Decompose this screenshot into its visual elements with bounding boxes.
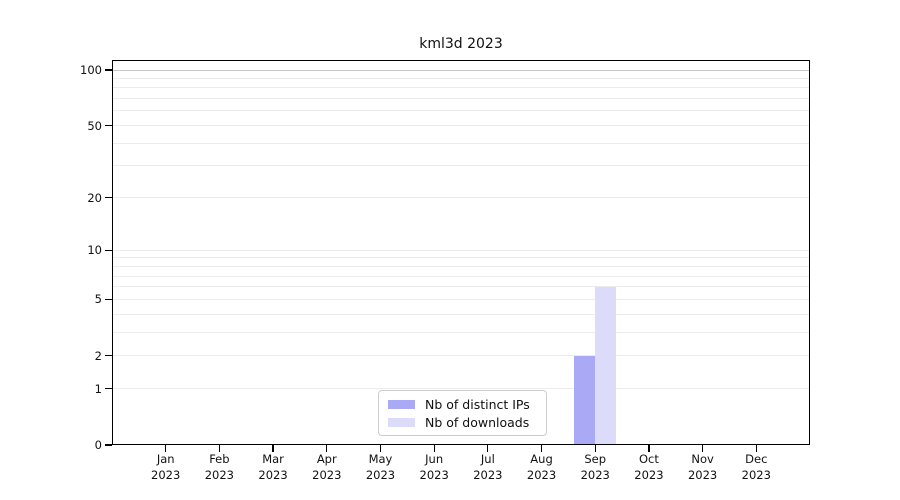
y-axis-tick-label: 20	[87, 190, 102, 205]
major-gridline	[113, 298, 809, 300]
legend-box: Nb of distinct IPs Nb of downloads	[378, 390, 547, 436]
x-label-year: 2023	[526, 467, 557, 482]
x-label-month: Mar	[262, 452, 284, 466]
minor-gridline	[113, 265, 809, 267]
major-gridline	[113, 69, 809, 71]
x-axis-tick-label: May 2023	[348, 452, 412, 483]
x-label-month: Nov	[691, 452, 714, 466]
x-axis-tick-label: Feb 2023	[187, 452, 251, 483]
minor-gridline	[113, 98, 809, 100]
y-axis-tick	[105, 388, 112, 390]
major-gridline	[113, 388, 809, 390]
y-axis-tick	[105, 298, 112, 300]
x-axis-tick-label: Apr 2023	[295, 452, 359, 483]
x-label-year: 2023	[151, 467, 181, 482]
x-axis-tick-label: Jan 2023	[134, 452, 198, 483]
minor-gridline	[113, 77, 809, 79]
minor-gridline	[113, 110, 809, 112]
y-axis-tick-label: 10	[87, 243, 102, 258]
x-axis-tick-label: Nov 2023	[671, 452, 735, 483]
x-label-year: 2023	[419, 467, 449, 482]
minor-gridline	[113, 313, 809, 315]
y-axis-tick	[105, 124, 112, 127]
x-axis-tick-label: Dec 2023	[724, 452, 788, 483]
y-axis-tick-label: 100	[80, 63, 102, 77]
legend-swatch-distinct-ips	[388, 399, 415, 409]
major-gridline	[113, 197, 809, 199]
y-axis-tick	[105, 355, 112, 357]
x-label-month: Aug	[530, 452, 553, 466]
y-axis-tick-label: 0	[94, 438, 102, 452]
x-label-month: Dec	[745, 452, 768, 466]
y-axis-tick-label: 2	[94, 348, 102, 363]
x-label-year: 2023	[204, 467, 235, 482]
x-axis-tick-label: Mar 2023	[241, 452, 305, 483]
x-axis-tick-label: Oct 2023	[617, 452, 681, 483]
major-gridline	[113, 355, 809, 357]
bar-distinct-ips	[574, 355, 596, 444]
y-axis-tick-label: 50	[87, 118, 102, 133]
x-label-year: 2023	[365, 467, 396, 482]
x-axis-tick	[326, 445, 328, 452]
minor-gridline	[113, 165, 809, 167]
x-axis-tick	[433, 445, 435, 452]
x-axis-tick	[272, 445, 274, 452]
chart-title: kml3d 2023	[419, 36, 503, 52]
major-gridline	[113, 125, 809, 127]
x-axis-tick	[594, 445, 596, 452]
x-label-month: Apr	[316, 452, 337, 466]
y-axis-tick	[105, 197, 112, 199]
y-axis-tick	[105, 69, 112, 71]
x-label-month: Jun	[425, 452, 444, 466]
minor-gridline	[113, 142, 809, 144]
bar-downloads	[595, 286, 617, 444]
x-axis-tick	[379, 445, 382, 452]
x-label-year: 2023	[741, 467, 771, 482]
minor-gridline	[113, 257, 809, 259]
minor-gridline	[113, 331, 809, 333]
y-axis-tick	[105, 444, 112, 446]
x-label-month: Sep	[584, 452, 607, 466]
x-label-year: 2023	[312, 467, 342, 482]
x-axis-tick	[755, 445, 757, 452]
minor-gridline	[113, 275, 809, 277]
x-axis-tick-label: Jul 2023	[456, 452, 520, 483]
minor-gridline	[113, 286, 809, 288]
x-label-year: 2023	[258, 467, 288, 482]
plot-frame	[112, 60, 810, 445]
x-label-year: 2023	[687, 467, 718, 482]
x-label-year: 2023	[580, 467, 610, 482]
x-label-month: Oct	[638, 452, 659, 466]
y-axis-tick-label: 5	[94, 292, 102, 307]
legend-label-distinct-ips: Nb of distinct IPs	[425, 396, 530, 412]
x-axis-tick	[487, 445, 489, 452]
x-axis-tick-label: Aug 2023	[510, 452, 574, 483]
minor-gridline	[113, 87, 809, 89]
x-label-month: Feb	[209, 452, 230, 466]
x-axis-tick-label: Jun 2023	[402, 452, 466, 483]
x-axis-tick	[218, 445, 220, 452]
x-axis-tick-label: Sep 2023	[563, 452, 627, 483]
legend-item-distinct-ips: Nb of distinct IPs	[388, 397, 537, 412]
y-axis-tick	[105, 249, 112, 251]
x-axis-tick	[648, 445, 650, 452]
y-axis-tick-label: 1	[94, 381, 102, 396]
major-gridline	[113, 249, 809, 251]
x-axis-tick	[165, 445, 167, 452]
x-label-month: May	[368, 452, 393, 466]
legend-swatch-downloads	[388, 417, 415, 427]
legend-item-downloads: Nb of downloads	[388, 415, 537, 430]
legend-label-downloads: Nb of downloads	[425, 414, 530, 430]
x-label-year: 2023	[473, 467, 503, 482]
x-label-month: Jan	[156, 452, 175, 466]
x-label-year: 2023	[634, 467, 664, 482]
x-axis-tick	[540, 445, 543, 452]
x-axis-tick	[702, 445, 704, 452]
x-label-month: Jul	[480, 452, 495, 466]
